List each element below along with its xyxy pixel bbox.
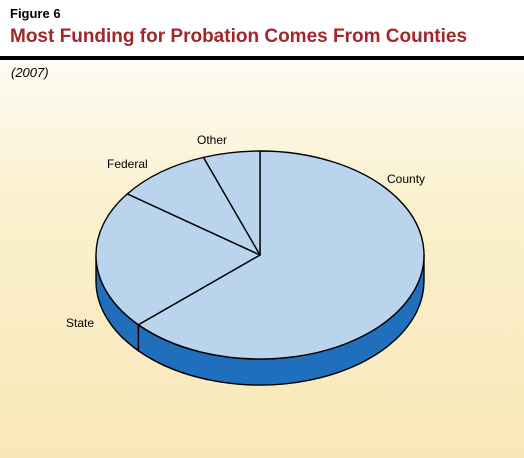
pie-slice-other: [202, 150, 261, 256]
pie-slice-state: [95, 193, 261, 326]
pie-slice-county: [137, 150, 425, 360]
pie-slice-federal: [126, 156, 261, 256]
slice-label-federal: Federal: [107, 157, 148, 171]
figure-label: Figure 6: [10, 6, 61, 21]
title-divider: [0, 56, 524, 60]
chart-title: Most Funding for Probation Comes From Co…: [10, 26, 468, 47]
pie-top-group: [95, 150, 425, 360]
slice-label-other: Other: [197, 133, 227, 147]
slice-label-state: State: [66, 316, 94, 330]
chart-subtitle: (2007): [11, 65, 49, 80]
slice-label-county: County: [387, 172, 425, 186]
header: Figure 6 Most Funding for Probation Come…: [0, 0, 524, 60]
